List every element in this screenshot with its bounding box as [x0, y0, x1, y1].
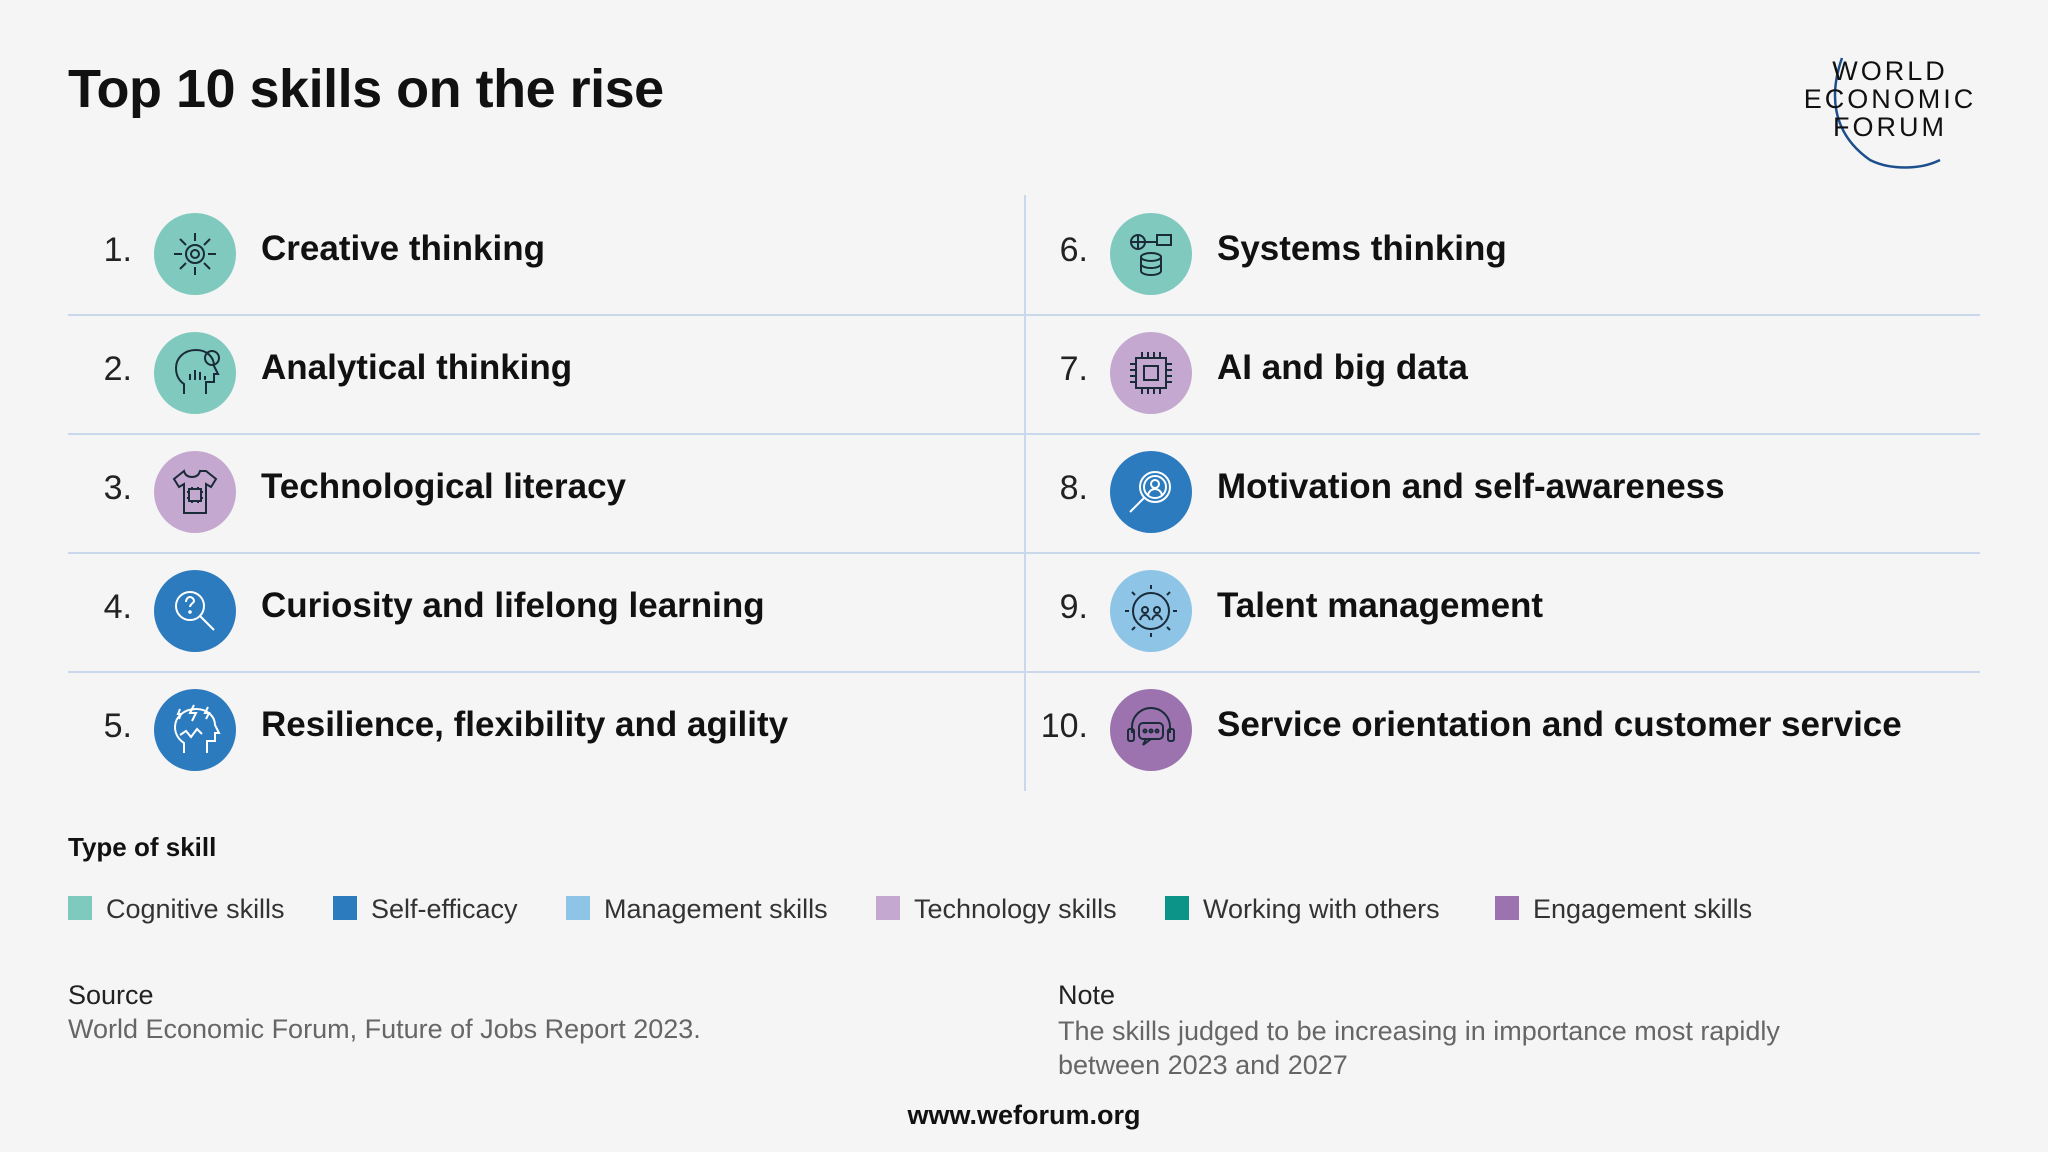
skill-rank: 5. [103, 707, 132, 745]
skills-grid: 1. Creative thinking 2. Analytical think… [68, 195, 1980, 791]
skill-label: Creative thinking [261, 229, 545, 268]
legend-label: Technology skills [914, 894, 1117, 924]
skill-rank: 9. [1059, 588, 1088, 626]
skill-rank: 7. [1059, 350, 1088, 388]
note-text: The skills judged to be increasing in im… [1058, 1016, 1780, 1080]
skill-rank: 3. [103, 469, 132, 507]
skill-label: Talent management [1217, 586, 1544, 625]
skill-row-6: 6. Systems thinking [1024, 195, 1980, 316]
magnifier-person-icon [1110, 451, 1192, 533]
logo-line-3: FORUM [1833, 112, 1947, 142]
legend-swatch [1165, 896, 1189, 920]
skill-row-4: 4. Curiosity and lifelong learning [68, 552, 1024, 673]
logo-line-2: ECONOMIC [1803, 84, 1977, 114]
legend-swatch [566, 896, 590, 920]
legend-label: Management skills [604, 894, 828, 924]
skill-label: Systems thinking [1217, 229, 1507, 268]
skill-row-9: 9. Talent management [1024, 552, 1980, 673]
head-chart-icon [154, 332, 236, 414]
network-database-icon [1110, 213, 1192, 295]
ai-chip-icon [1110, 332, 1192, 414]
note-label: Note [1058, 980, 1116, 1010]
skill-label: AI and big data [1217, 348, 1468, 387]
legend-swatch [333, 896, 357, 920]
skill-label: Service orientation and customer service [1217, 705, 1902, 744]
footer-url[interactable]: www.weforum.org [907, 1100, 1141, 1130]
source-text: World Economic Forum, Future of Jobs Rep… [68, 1014, 701, 1044]
column-divider [1024, 195, 1026, 791]
legend-swatch [876, 896, 900, 920]
legend-label: Cognitive skills [106, 894, 285, 924]
legend-label: Working with others [1203, 894, 1440, 924]
skill-label: Motivation and self-awareness [1217, 467, 1725, 506]
page-title: Top 10 skills on the rise [68, 59, 664, 119]
skill-rank: 1. [103, 231, 132, 269]
wef-logo: WORLD ECONOMIC FORUM [1790, 52, 1990, 172]
source-label: Source [68, 980, 154, 1010]
legend-swatch [1495, 896, 1519, 920]
skill-rank: 10. [1040, 707, 1088, 745]
shirt-chip-icon [154, 451, 236, 533]
skill-label: Curiosity and lifelong learning [261, 586, 765, 625]
skill-row-1: 1. Creative thinking [68, 195, 1024, 316]
skill-rank: 6. [1059, 231, 1088, 269]
legend-swatch [68, 896, 92, 920]
skill-rank: 8. [1059, 469, 1088, 507]
skill-row-10: 10. Service orientation and customer ser… [1024, 671, 1980, 790]
head-lightning-icon [154, 689, 236, 771]
logo-line-1: WORLD [1832, 56, 1948, 86]
magnifier-question-icon [154, 570, 236, 652]
legend-label: Engagement skills [1533, 894, 1753, 924]
headset-chat-icon [1110, 689, 1192, 771]
skill-label: Technological literacy [261, 467, 627, 506]
legend-title: Type of skill [68, 832, 217, 862]
skill-row-3: 3. Technological literacy [68, 433, 1024, 554]
skill-row-7: 7. AI and big data [1024, 314, 1980, 435]
skill-rank: 2. [103, 350, 132, 388]
legend-label: Self-efficacy [371, 894, 518, 924]
skill-label: Resilience, flexibility and agility [261, 705, 789, 744]
skill-row-8: 8. Motivation and self-awareness [1024, 433, 1980, 554]
skill-row-5: 5. Resilience, flexibility and agility [68, 671, 1024, 790]
skill-rank: 4. [103, 588, 132, 626]
head-gear-icon [154, 213, 236, 295]
logo-arc-icon [1833, 57, 1941, 169]
skill-row-2: 2. Analytical thinking [68, 314, 1024, 435]
skill-label: Analytical thinking [261, 348, 573, 387]
gear-people-icon [1110, 570, 1192, 652]
